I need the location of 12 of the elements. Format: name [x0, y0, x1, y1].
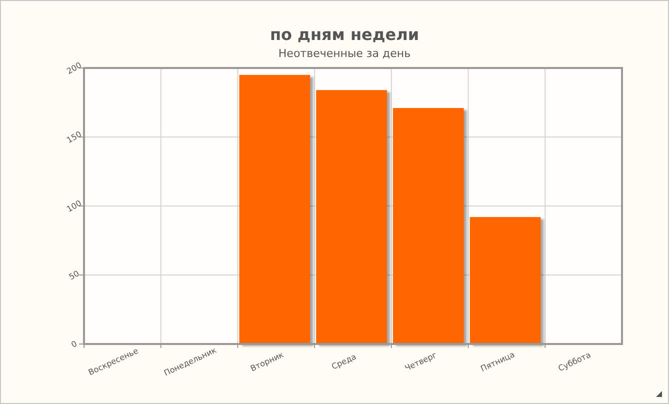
chart-subtitle: Неотвеченные за день — [278, 47, 411, 60]
bar — [239, 74, 310, 344]
y-tick-label: 100 — [65, 198, 84, 214]
y-tick-label: 200 — [65, 60, 84, 76]
chart-title: по дням недели — [270, 25, 420, 44]
y-tick-label: 0 — [70, 339, 79, 350]
bar — [470, 217, 541, 344]
y-tick-label: 150 — [65, 130, 84, 145]
bar — [392, 108, 464, 344]
bar — [316, 90, 387, 344]
x-tick-label: Среда — [330, 352, 358, 372]
y-tick-label: 50 — [67, 268, 81, 282]
